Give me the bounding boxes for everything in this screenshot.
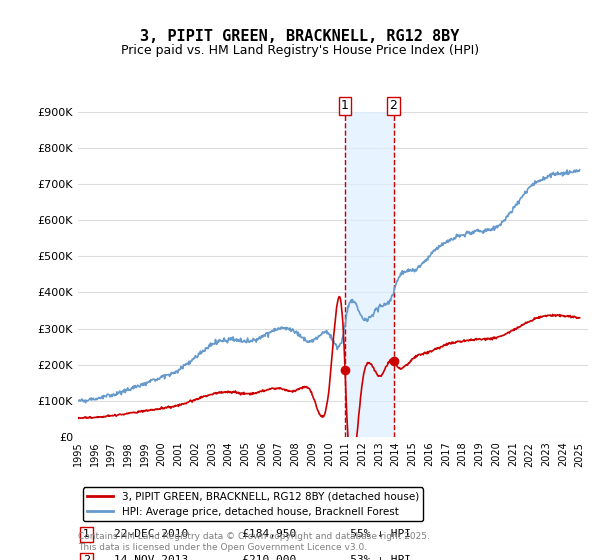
Legend: 3, PIPIT GREEN, BRACKNELL, RG12 8BY (detached house), HPI: Average price, detach: 3, PIPIT GREEN, BRACKNELL, RG12 8BY (det… bbox=[83, 488, 423, 521]
Text: Contains HM Land Registry data © Crown copyright and database right 2025.
This d: Contains HM Land Registry data © Crown c… bbox=[78, 532, 430, 552]
Text: 2: 2 bbox=[83, 556, 90, 560]
Text: Price paid vs. HM Land Registry's House Price Index (HPI): Price paid vs. HM Land Registry's House … bbox=[121, 44, 479, 57]
Bar bbox=[345, 112, 394, 437]
Text: 3, PIPIT GREEN, BRACKNELL, RG12 8BY: 3, PIPIT GREEN, BRACKNELL, RG12 8BY bbox=[140, 29, 460, 44]
Text: 22-DEC-2010        £184,950        55% ↓ HPI: 22-DEC-2010 £184,950 55% ↓ HPI bbox=[114, 529, 410, 539]
Text: 2: 2 bbox=[389, 99, 397, 112]
Text: 1: 1 bbox=[83, 529, 90, 539]
Text: 1: 1 bbox=[341, 99, 349, 112]
Text: 14-NOV-2013        £210,000        53% ↓ HPI: 14-NOV-2013 £210,000 53% ↓ HPI bbox=[114, 556, 410, 560]
